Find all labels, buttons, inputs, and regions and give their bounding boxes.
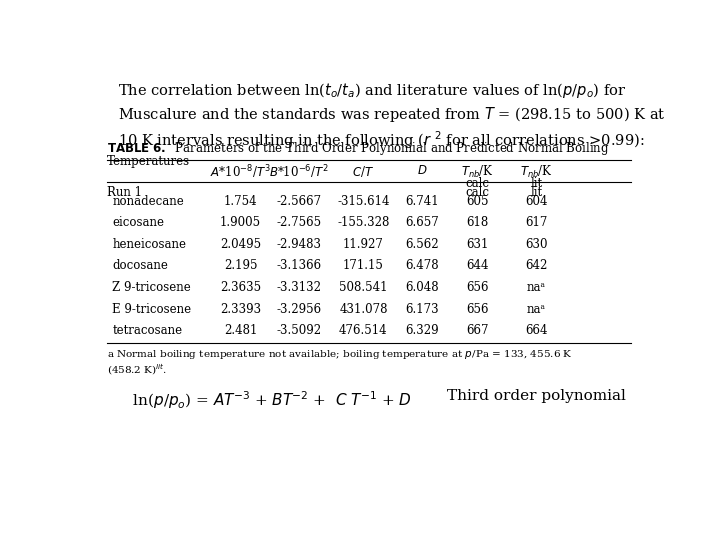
Text: -3.3132: -3.3132 [276, 281, 322, 294]
Text: -3.1366: -3.1366 [276, 259, 322, 272]
Text: ln($p$/$p_o$) = $A$$T$$^{-3}$ + $B$$T$$^{-2}$ +  $C$ $T$$^{-1}$ + $D$: ln($p$/$p_o$) = $A$$T$$^{-3}$ + $B$$T$$^… [124, 389, 413, 411]
Text: a Normal boiling temperature not available; boiling temperature at $p$/Pa = 133,: a Normal boiling temperature not availab… [107, 348, 572, 361]
Text: calc: calc [466, 177, 490, 190]
Text: 10 K intervals resulting in the following ($r$ $^{2}$ for all correlations >0.99: 10 K intervals resulting in the followin… [118, 129, 644, 151]
Text: 642: 642 [525, 259, 548, 272]
Text: Third order polynomial: Third order polynomial [447, 389, 626, 403]
Text: (458.2 K)$^{lit}$.: (458.2 K)$^{lit}$. [107, 362, 167, 377]
Text: $\mathbf{TABLE\ 6.}$  Parameters of the Third Order Polynomial and Predicted Nor: $\mathbf{TABLE\ 6.}$ Parameters of the T… [107, 140, 609, 157]
Text: nonadecane: nonadecane [112, 194, 184, 207]
Text: $A$*10$^{-8}$/$T^{3}$: $A$*10$^{-8}$/$T^{3}$ [210, 164, 271, 181]
Text: -3.5092: -3.5092 [276, 324, 322, 338]
Text: Muscalure and the standards was repeated from $\mathit{T}$ = (298.15 to 500) K a: Muscalure and the standards was repeated… [118, 105, 665, 124]
Text: naᵃ: naᵃ [527, 281, 546, 294]
Text: -3.2956: -3.2956 [276, 302, 322, 316]
Text: 1.9005: 1.9005 [220, 216, 261, 229]
Text: 664: 664 [525, 324, 548, 338]
Text: -2.5667: -2.5667 [276, 194, 322, 207]
Text: 667: 667 [467, 324, 489, 338]
Text: 2.481: 2.481 [224, 324, 257, 338]
Text: $C$/$T$: $C$/$T$ [352, 164, 374, 179]
Text: 431.078: 431.078 [339, 302, 387, 316]
Text: 630: 630 [525, 238, 548, 251]
Text: heneicosane: heneicosane [112, 238, 186, 251]
Text: Temperatures: Temperatures [107, 156, 190, 168]
Text: E 9-tricosene: E 9-tricosene [112, 302, 192, 316]
Text: The correlation between ln($\mathit{t_o}$/$\mathit{t_a}$) and literature values : The correlation between ln($\mathit{t_o}… [118, 82, 626, 100]
Text: $T_{nb}$/K: $T_{nb}$/K [520, 164, 553, 180]
Text: -315.614: -315.614 [337, 194, 390, 207]
Text: 2.0495: 2.0495 [220, 238, 261, 251]
Text: 656: 656 [467, 302, 489, 316]
Text: 6.329: 6.329 [405, 324, 438, 338]
Text: 11.927: 11.927 [343, 238, 384, 251]
Text: 617: 617 [525, 216, 548, 229]
Text: -155.328: -155.328 [337, 216, 390, 229]
Text: lit: lit [531, 186, 542, 199]
Text: $B$*10$^{-6}$/$T^{2}$: $B$*10$^{-6}$/$T^{2}$ [269, 164, 329, 181]
Text: 6.173: 6.173 [405, 302, 438, 316]
Text: 6.478: 6.478 [405, 259, 438, 272]
Text: 618: 618 [467, 216, 489, 229]
Text: 6.562: 6.562 [405, 238, 438, 251]
Text: 6.741: 6.741 [405, 194, 438, 207]
Text: 476.514: 476.514 [339, 324, 388, 338]
Text: 6.657: 6.657 [405, 216, 439, 229]
Text: 2.3635: 2.3635 [220, 281, 261, 294]
Text: Run 1: Run 1 [107, 186, 142, 199]
Text: 604: 604 [525, 194, 548, 207]
Text: tetracosane: tetracosane [112, 324, 182, 338]
Text: -2.9483: -2.9483 [276, 238, 322, 251]
Text: 2.195: 2.195 [224, 259, 258, 272]
Text: 171.15: 171.15 [343, 259, 384, 272]
Text: eicosane: eicosane [112, 216, 164, 229]
Text: 508.541: 508.541 [339, 281, 387, 294]
Text: Z 9-tricosene: Z 9-tricosene [112, 281, 191, 294]
Text: 631: 631 [467, 238, 489, 251]
Text: 6.048: 6.048 [405, 281, 438, 294]
Text: -2.7565: -2.7565 [276, 216, 322, 229]
Text: 2.3393: 2.3393 [220, 302, 261, 316]
Text: docosane: docosane [112, 259, 168, 272]
Text: calc: calc [466, 186, 490, 199]
Text: $D$: $D$ [417, 164, 427, 177]
Text: 656: 656 [467, 281, 489, 294]
Text: 644: 644 [467, 259, 489, 272]
Text: $T_{nb}$/K: $T_{nb}$/K [462, 164, 495, 180]
Text: naᵃ: naᵃ [527, 302, 546, 316]
Text: 1.754: 1.754 [224, 194, 258, 207]
Text: lit: lit [531, 177, 542, 190]
Text: 605: 605 [467, 194, 489, 207]
